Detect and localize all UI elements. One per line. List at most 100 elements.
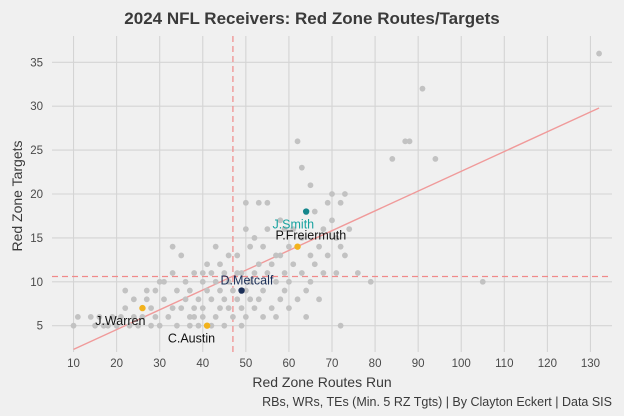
data-point [186, 287, 193, 294]
data-point [277, 217, 284, 224]
data-point [122, 305, 129, 312]
data-point [264, 226, 271, 233]
data-point [337, 322, 344, 329]
y-tick-label: 30 [30, 101, 43, 113]
data-point [212, 243, 219, 250]
data-point [281, 226, 288, 233]
data-point [311, 261, 318, 268]
data-point [139, 313, 146, 320]
data-point [286, 278, 292, 285]
data-point [92, 322, 98, 329]
data-point [221, 296, 228, 303]
data-point [367, 278, 374, 285]
x-tick-label: 30 [153, 358, 166, 370]
data-point [186, 322, 193, 329]
data-point [208, 296, 215, 303]
data-point [195, 296, 202, 303]
data-point [402, 138, 409, 145]
data-point [286, 243, 292, 250]
data-point [208, 270, 215, 276]
data-point [342, 191, 348, 197]
data-point [212, 313, 219, 320]
data-point [191, 305, 198, 312]
data-point [311, 208, 318, 215]
trend-line [73, 107, 600, 351]
player-label: P.Freiermuth [276, 229, 347, 243]
data-point [324, 252, 331, 259]
data-point [303, 313, 310, 320]
data-point [389, 155, 396, 162]
data-point [354, 270, 361, 276]
data-point [596, 50, 602, 57]
data-point [290, 261, 297, 268]
data-point [281, 287, 288, 294]
reference-lines [52, 36, 612, 352]
data-point [247, 278, 254, 285]
x-tick-label: 80 [369, 358, 382, 370]
highlight-point [139, 304, 146, 312]
data-point [217, 261, 223, 268]
data-point [307, 252, 314, 259]
y-tick-label: 20 [30, 189, 43, 201]
data-point [169, 243, 176, 250]
data-point [290, 226, 297, 233]
data-point [178, 305, 185, 312]
data-point [298, 270, 305, 276]
data-point [152, 287, 159, 294]
data-point [217, 305, 223, 312]
data-point [161, 296, 167, 303]
data-point [255, 261, 262, 268]
data-point [320, 270, 327, 276]
data-point [208, 322, 215, 329]
data-point [234, 296, 241, 303]
data-point [294, 138, 301, 145]
y-tick-label: 25 [30, 145, 43, 157]
data-point [74, 313, 81, 320]
data-point [324, 199, 331, 206]
data-point [156, 322, 163, 329]
data-point [255, 199, 262, 206]
data-point [419, 85, 426, 92]
data-point [260, 287, 266, 294]
data-point [307, 278, 314, 285]
data-point [161, 278, 167, 285]
y-tick-label: 15 [30, 233, 43, 245]
data-point [320, 226, 327, 233]
data-point [143, 296, 150, 303]
data-point [273, 313, 279, 320]
data-point [182, 278, 189, 285]
data-point [268, 305, 275, 312]
trend-line-layer [73, 107, 600, 351]
data-point [191, 270, 198, 276]
data-point [238, 322, 245, 329]
data-point [307, 182, 314, 189]
data-point [148, 305, 154, 312]
data-point [100, 322, 107, 329]
chart-title: 2024 NFL Receivers: Red Zone Routes/Targ… [124, 9, 499, 28]
data-point [316, 296, 322, 303]
data-point [109, 313, 116, 320]
data-point [156, 278, 163, 285]
data-point [126, 322, 133, 329]
highlight-point [294, 243, 301, 250]
data-point [221, 270, 228, 276]
data-point [242, 287, 249, 294]
data-point [346, 226, 353, 233]
data-point [294, 296, 301, 303]
data-point [251, 234, 258, 241]
data-point [247, 296, 254, 303]
highlight-point [302, 208, 310, 215]
data-point [113, 322, 120, 329]
data-point [182, 296, 189, 303]
grid-lines [52, 36, 612, 352]
data-point [316, 243, 322, 250]
data-point [251, 270, 258, 276]
data-point [234, 252, 241, 259]
data-point [247, 243, 254, 250]
y-axis-title: Red Zone Targets [9, 140, 25, 251]
data-point [281, 270, 288, 276]
data-point [255, 296, 262, 303]
